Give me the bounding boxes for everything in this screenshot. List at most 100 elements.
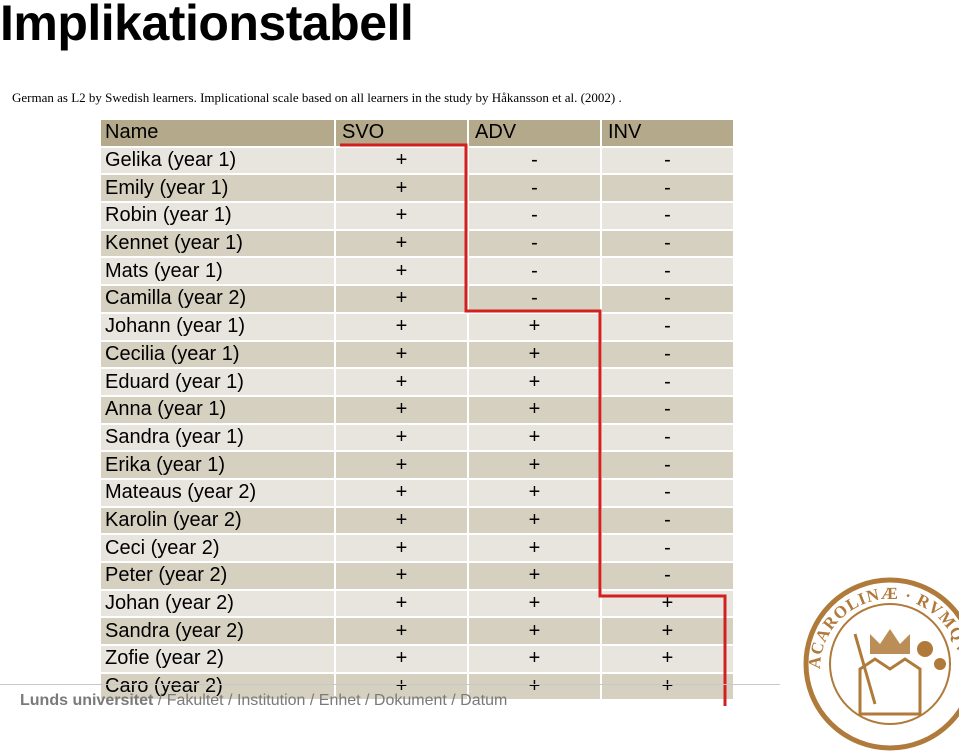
cell-name: Mateaus (year 2) bbox=[101, 479, 334, 506]
cell-adv: + bbox=[469, 590, 600, 617]
header-adv: ADV bbox=[469, 120, 600, 146]
cell-name: Sandra (year 2) bbox=[101, 618, 334, 645]
cell-name: Peter (year 2) bbox=[101, 563, 334, 589]
cell-name: Emily (year 1) bbox=[101, 175, 334, 202]
cell-name: Cecilia (year 1) bbox=[101, 341, 334, 368]
cell-name: Ceci (year 2) bbox=[101, 535, 334, 561]
header-svo: SVO bbox=[336, 120, 467, 146]
footer-university: Lunds universitet bbox=[20, 692, 154, 709]
table-row: Mats (year 1) + - - bbox=[101, 258, 733, 285]
seal-text: ACAROLINÆ · RVMQVE · SIGILL · ADVT · bbox=[800, 574, 959, 669]
cell-name: Camilla (year 2) bbox=[101, 286, 334, 312]
table-row: Camilla (year 2) + - - bbox=[101, 286, 733, 312]
cell-adv: + bbox=[469, 535, 600, 561]
cell-svo: + bbox=[336, 424, 467, 451]
cell-adv: + bbox=[469, 507, 600, 534]
cell-inv: - bbox=[602, 341, 733, 368]
table-row: Mateaus (year 2) + + - bbox=[101, 479, 733, 506]
cell-svo: + bbox=[336, 618, 467, 645]
cell-svo: + bbox=[336, 175, 467, 202]
cell-inv: - bbox=[602, 286, 733, 312]
footer: Lunds universitet / Fakultet / Instituti… bbox=[20, 692, 507, 710]
cell-inv: - bbox=[602, 369, 733, 395]
cell-svo: + bbox=[336, 203, 467, 229]
cell-svo: + bbox=[336, 286, 467, 312]
cell-adv: + bbox=[469, 424, 600, 451]
table-row: Gelika (year 1) + - - bbox=[101, 147, 733, 174]
cell-svo: + bbox=[336, 147, 467, 174]
header-inv: INV bbox=[602, 120, 733, 146]
slide-title: Implikationstabell bbox=[0, 0, 414, 51]
cell-inv: - bbox=[602, 396, 733, 423]
cell-svo: + bbox=[336, 507, 467, 534]
table-row: Anna (year 1) + + - bbox=[101, 396, 733, 423]
cell-name: Zofie (year 2) bbox=[101, 646, 334, 672]
cell-adv: + bbox=[469, 369, 600, 395]
cell-inv: - bbox=[602, 507, 733, 534]
cell-svo: + bbox=[336, 230, 467, 257]
cell-adv: + bbox=[469, 313, 600, 340]
cell-name: Johan (year 2) bbox=[101, 590, 334, 617]
table-row: Peter (year 2) + + - bbox=[101, 563, 733, 589]
university-seal-logo: ACAROLINÆ · RVMQVE · SIGILL · ADVT · bbox=[800, 574, 959, 751]
table-row: Johan (year 2) + + + bbox=[101, 590, 733, 617]
svg-text:ACAROLINÆ · RVMQVE · SIGILL ·: ACAROLINÆ · RVMQVE · SIGILL · ADVT · bbox=[800, 574, 959, 669]
cell-svo: + bbox=[336, 258, 467, 285]
cell-svo: + bbox=[336, 563, 467, 589]
cell-name: Johann (year 1) bbox=[101, 313, 334, 340]
cell-inv: - bbox=[602, 230, 733, 257]
footer-path: / Fakultet / Institution / Enhet / Dokum… bbox=[153, 692, 508, 709]
cell-inv: - bbox=[602, 313, 733, 340]
slide-subtitle: German as L2 by Swedish learners. Implic… bbox=[12, 90, 622, 105]
table-row: Robin (year 1) + - - bbox=[101, 203, 733, 229]
cell-svo: + bbox=[336, 535, 467, 561]
header-name: Name bbox=[101, 120, 334, 146]
cell-name: Anna (year 1) bbox=[101, 396, 334, 423]
cell-inv: - bbox=[602, 175, 733, 202]
cell-name: Robin (year 1) bbox=[101, 203, 334, 229]
table-row: Emily (year 1) + - - bbox=[101, 175, 733, 202]
cell-inv: - bbox=[602, 424, 733, 451]
cell-inv: - bbox=[602, 479, 733, 506]
table-row: Eduard (year 1) + + - bbox=[101, 369, 733, 395]
table-row: Sandra (year 1) + + - bbox=[101, 424, 733, 451]
table-row: Ceci (year 2) + + - bbox=[101, 535, 733, 561]
cell-adv: + bbox=[469, 618, 600, 645]
cell-adv: + bbox=[469, 396, 600, 423]
cell-name: Erika (year 1) bbox=[101, 452, 334, 478]
cell-svo: + bbox=[336, 479, 467, 506]
cell-svo: + bbox=[336, 590, 467, 617]
cell-inv: + bbox=[602, 590, 733, 617]
cell-svo: + bbox=[336, 452, 467, 478]
cell-inv: - bbox=[602, 563, 733, 589]
cell-svo: + bbox=[336, 341, 467, 368]
cell-name: Karolin (year 2) bbox=[101, 507, 334, 534]
implication-table: Name SVO ADV INV Gelika (year 1) + - - Emily… bbox=[99, 118, 735, 701]
cell-name: Caro (year 2) bbox=[101, 673, 334, 700]
cell-name: Eduard (year 1) bbox=[101, 369, 334, 395]
cell-svo: + bbox=[336, 369, 467, 395]
cell-inv: + bbox=[602, 673, 733, 700]
cell-inv: + bbox=[602, 646, 733, 672]
table-row: Zofie (year 2) + + + bbox=[101, 646, 733, 672]
table-row: Johann (year 1) + + - bbox=[101, 313, 733, 340]
table-row: Erika (year 1) + + - bbox=[101, 452, 733, 478]
cell-inv: - bbox=[602, 203, 733, 229]
table-header-row: Name SVO ADV INV bbox=[101, 120, 733, 146]
cell-svo: + bbox=[336, 396, 467, 423]
table-row: Karolin (year 2) + + - bbox=[101, 507, 733, 534]
cell-adv: + bbox=[469, 646, 600, 672]
cell-inv: - bbox=[602, 452, 733, 478]
cell-adv: + bbox=[469, 341, 600, 368]
cell-inv: - bbox=[602, 535, 733, 561]
cell-adv: - bbox=[469, 286, 600, 312]
cell-name: Kennet (year 1) bbox=[101, 230, 334, 257]
cell-adv: - bbox=[469, 147, 600, 174]
cell-adv: - bbox=[469, 203, 600, 229]
cell-name: Sandra (year 1) bbox=[101, 424, 334, 451]
cell-adv: - bbox=[469, 258, 600, 285]
cell-name: Gelika (year 1) bbox=[101, 147, 334, 174]
cell-name: Mats (year 1) bbox=[101, 258, 334, 285]
cell-svo: + bbox=[336, 646, 467, 672]
footer-divider bbox=[0, 684, 780, 685]
